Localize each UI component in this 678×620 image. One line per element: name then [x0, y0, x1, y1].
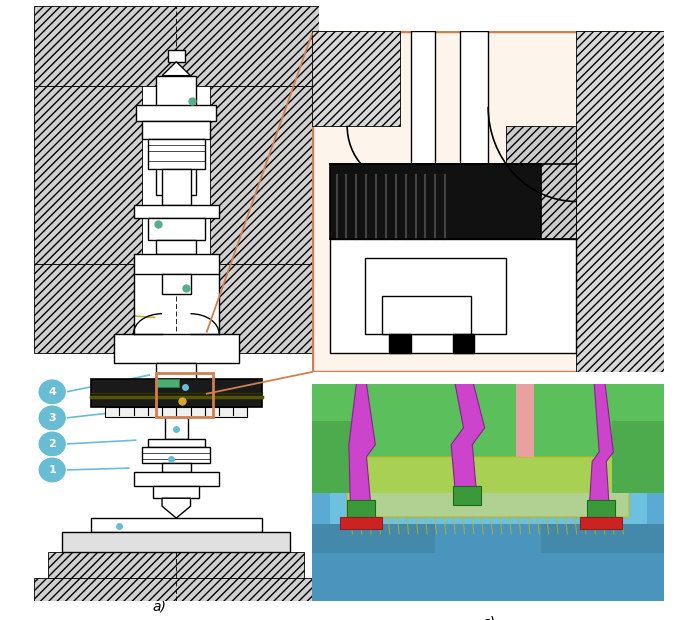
Polygon shape [312, 384, 365, 493]
Polygon shape [312, 384, 664, 601]
Polygon shape [330, 164, 541, 239]
Polygon shape [34, 6, 319, 86]
Polygon shape [34, 86, 142, 264]
Circle shape [38, 153, 66, 179]
Polygon shape [210, 86, 319, 264]
Polygon shape [312, 31, 400, 126]
Text: 8: 8 [48, 306, 56, 316]
Polygon shape [167, 50, 185, 62]
Polygon shape [347, 500, 376, 517]
Polygon shape [148, 139, 205, 169]
Circle shape [38, 379, 66, 405]
Polygon shape [105, 407, 247, 417]
Polygon shape [589, 379, 614, 517]
Polygon shape [349, 373, 376, 517]
Polygon shape [134, 472, 219, 486]
Polygon shape [142, 122, 210, 139]
Polygon shape [460, 31, 488, 164]
Text: 3: 3 [48, 413, 56, 423]
Circle shape [38, 457, 66, 483]
Polygon shape [330, 493, 647, 525]
Circle shape [38, 405, 66, 431]
Polygon shape [576, 31, 664, 372]
Polygon shape [91, 379, 262, 407]
Polygon shape [148, 439, 205, 446]
Polygon shape [411, 31, 435, 164]
Polygon shape [580, 517, 622, 529]
Text: b): b) [480, 395, 496, 410]
Text: c): c) [481, 616, 496, 620]
Polygon shape [134, 254, 219, 274]
Polygon shape [312, 384, 664, 457]
Polygon shape [114, 334, 239, 363]
Polygon shape [157, 363, 196, 379]
Polygon shape [153, 486, 199, 498]
Polygon shape [162, 498, 191, 518]
Polygon shape [382, 296, 471, 334]
Polygon shape [62, 532, 290, 552]
Polygon shape [451, 373, 485, 505]
Polygon shape [134, 205, 219, 218]
Polygon shape [587, 500, 615, 517]
Polygon shape [541, 525, 664, 553]
Circle shape [38, 126, 66, 152]
Polygon shape [389, 334, 411, 353]
Polygon shape [162, 62, 191, 76]
Circle shape [38, 431, 66, 457]
Polygon shape [148, 218, 205, 241]
Polygon shape [312, 31, 664, 372]
Polygon shape [219, 264, 319, 353]
Polygon shape [453, 485, 481, 505]
Polygon shape [165, 417, 188, 439]
Polygon shape [365, 259, 506, 334]
Text: 1: 1 [48, 465, 56, 475]
Text: 5: 5 [48, 107, 56, 117]
Polygon shape [48, 552, 304, 578]
Text: 6: 6 [48, 134, 56, 144]
Polygon shape [517, 384, 534, 457]
Polygon shape [136, 105, 216, 122]
Polygon shape [157, 76, 196, 195]
Polygon shape [162, 463, 191, 472]
Polygon shape [330, 239, 576, 353]
Circle shape [38, 298, 66, 324]
Polygon shape [162, 169, 191, 205]
Text: 2: 2 [48, 439, 56, 449]
Text: 4: 4 [48, 387, 56, 397]
Text: 7: 7 [48, 161, 56, 171]
Polygon shape [453, 334, 474, 353]
Polygon shape [312, 384, 664, 420]
Polygon shape [162, 274, 191, 294]
Polygon shape [506, 126, 576, 239]
Polygon shape [312, 525, 435, 553]
Polygon shape [312, 525, 664, 601]
Text: a): a) [153, 600, 166, 614]
Polygon shape [312, 493, 664, 601]
Polygon shape [157, 241, 196, 254]
Polygon shape [340, 517, 382, 529]
Polygon shape [157, 379, 179, 387]
Polygon shape [142, 446, 210, 463]
Polygon shape [347, 457, 629, 517]
Polygon shape [34, 264, 134, 353]
Circle shape [38, 99, 66, 125]
Polygon shape [91, 518, 262, 532]
Polygon shape [612, 384, 664, 493]
Polygon shape [34, 578, 319, 601]
